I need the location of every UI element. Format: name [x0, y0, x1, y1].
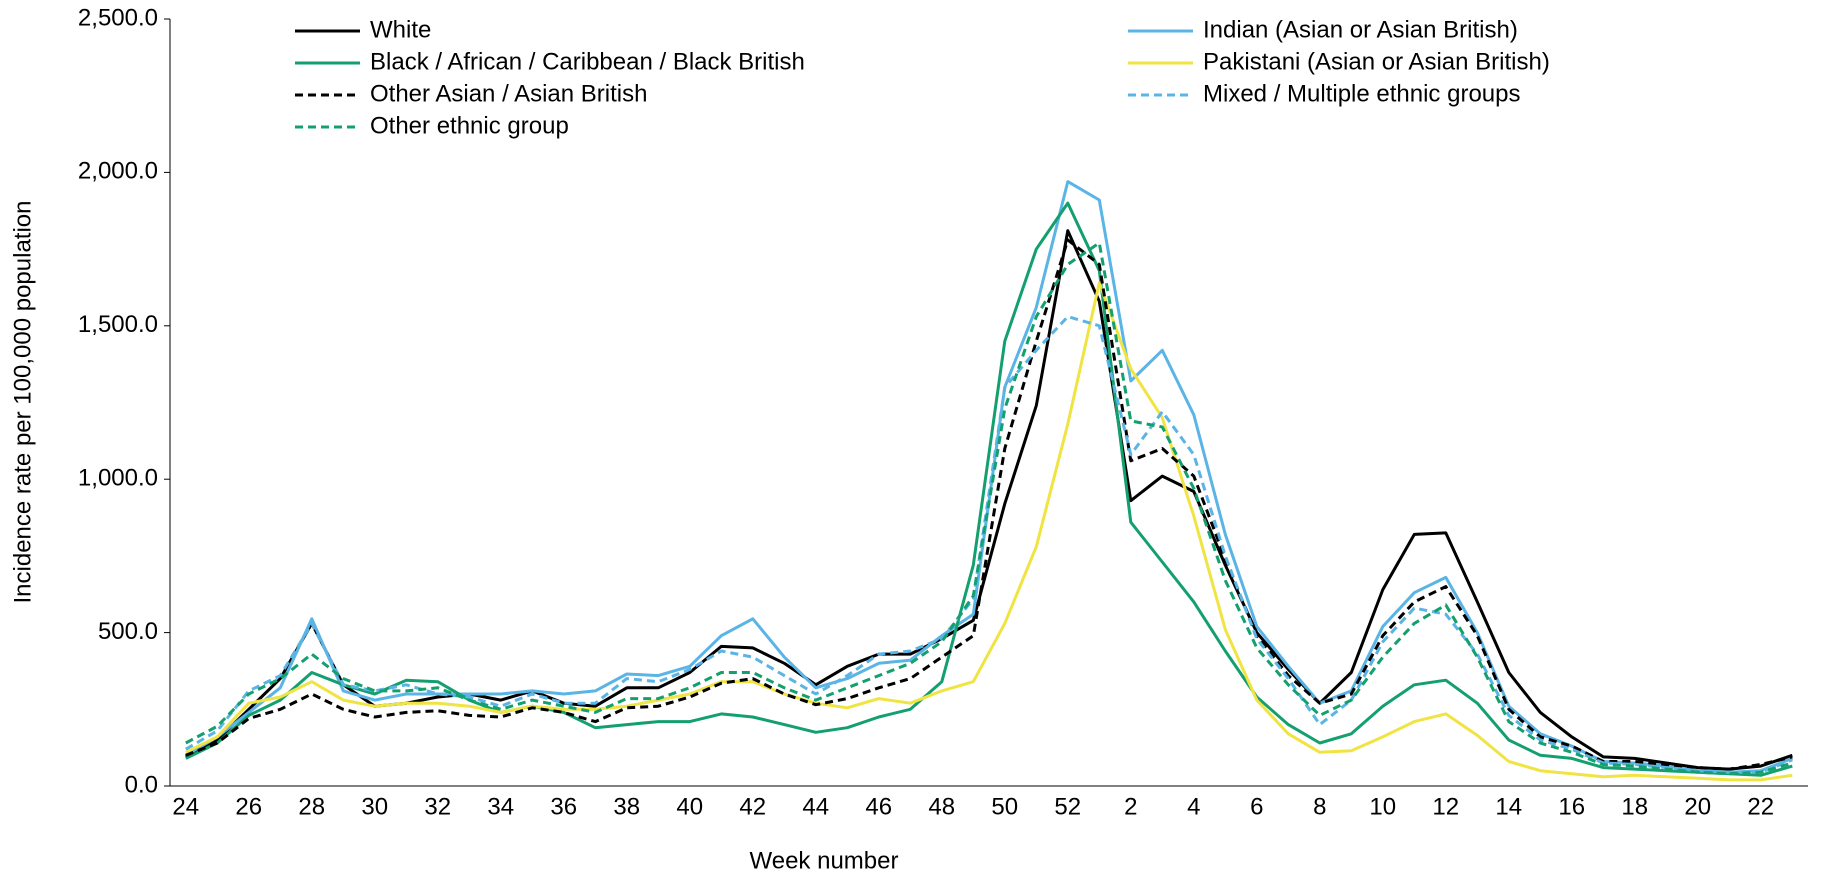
x-axis-title: Week number	[750, 847, 899, 874]
series-line	[185, 180, 1793, 774]
legend-label: Other ethnic group	[370, 112, 569, 139]
x-tick-label: 12	[1432, 793, 1459, 820]
x-tick-label: 36	[550, 793, 577, 820]
x-tick-label: 38	[613, 793, 640, 820]
x-tick-label: 2	[1124, 793, 1137, 820]
x-tick-label: 24	[172, 793, 199, 820]
x-tick-label: 28	[298, 793, 325, 820]
x-tick-label: 32	[424, 793, 451, 820]
legend-label: Black / African / Caribbean / Black Brit…	[370, 48, 805, 75]
x-tick-label: 50	[991, 793, 1018, 820]
x-tick-label: 48	[928, 793, 955, 820]
x-tick-label: 6	[1250, 793, 1263, 820]
x-tick-label: 22	[1747, 793, 1774, 820]
x-tick-label: 26	[235, 793, 262, 820]
y-tick-label: 500.0	[98, 618, 158, 645]
x-tick-label: 42	[739, 793, 766, 820]
legend-label: Indian (Asian or Asian British)	[1203, 16, 1518, 43]
x-tick-label: 34	[487, 793, 514, 820]
y-tick-label: 2,000.0	[78, 158, 158, 185]
x-tick-label: 14	[1495, 793, 1522, 820]
series-line	[185, 315, 1793, 774]
series-line	[185, 241, 1793, 776]
x-tick-label: 16	[1558, 793, 1585, 820]
x-tick-label: 20	[1684, 793, 1711, 820]
legend-label: Other Asian / Asian British	[370, 80, 647, 107]
x-tick-label: 8	[1313, 793, 1326, 820]
legend-label: Pakistani (Asian or Asian British)	[1203, 48, 1550, 75]
y-tick-label: 2,500.0	[78, 4, 158, 31]
series-line	[185, 281, 1793, 782]
y-tick-label: 0.0	[125, 771, 158, 798]
x-tick-label: 40	[676, 793, 703, 820]
x-tick-label: 30	[361, 793, 388, 820]
x-tick-label: 52	[1054, 793, 1081, 820]
y-tick-label: 1,500.0	[78, 311, 158, 338]
legend-label: Mixed / Multiple ethnic groups	[1203, 80, 1520, 107]
x-tick-label: 18	[1621, 793, 1648, 820]
series-line	[185, 201, 1793, 777]
series-line	[185, 238, 1793, 771]
x-tick-label: 10	[1369, 793, 1396, 820]
x-tick-label: 44	[802, 793, 829, 820]
x-tick-label: 4	[1187, 793, 1200, 820]
legend-label: White	[370, 16, 431, 43]
y-tick-label: 1,000.0	[78, 465, 158, 492]
x-tick-label: 46	[865, 793, 892, 820]
y-axis-title: Incidence rate per 100,000 population	[9, 201, 36, 604]
